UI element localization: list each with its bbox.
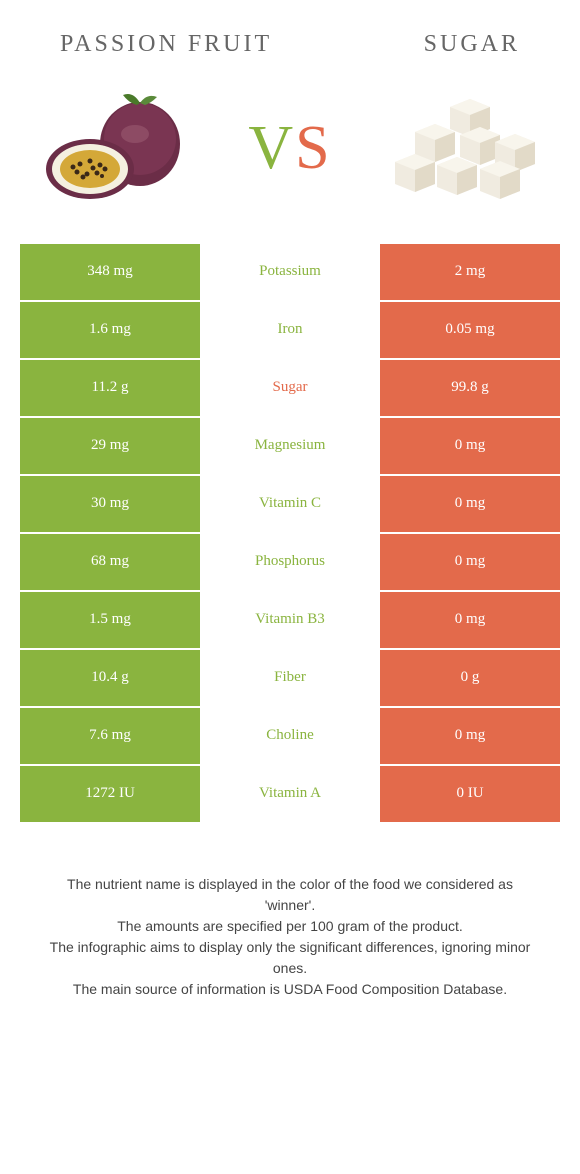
left-value-cell: 29 mg [20, 418, 200, 474]
right-value-cell: 0 IU [380, 766, 560, 822]
table-row: 7.6 mgCholine0 mg [20, 708, 560, 764]
table-row: 10.4 gFiber0 g [20, 650, 560, 706]
nutrient-label-cell: Vitamin A [200, 766, 380, 822]
right-value-cell: 99.8 g [380, 360, 560, 416]
left-value-cell: 30 mg [20, 476, 200, 532]
right-value-cell: 0 mg [380, 476, 560, 532]
vs-s-letter: S [295, 114, 331, 182]
table-row: 1272 IUVitamin A0 IU [20, 766, 560, 822]
nutrient-label-cell: Magnesium [200, 418, 380, 474]
footer-line-4: The main source of information is USDA F… [40, 979, 540, 1000]
left-value-cell: 11.2 g [20, 360, 200, 416]
images-row: VS [0, 74, 580, 244]
vs-label: VS [248, 113, 331, 184]
left-value-cell: 7.6 mg [20, 708, 200, 764]
left-value-cell: 348 mg [20, 244, 200, 300]
table-row: 68 mgPhosphorus0 mg [20, 534, 560, 590]
footer-notes: The nutrient name is displayed in the co… [0, 824, 580, 1000]
right-value-cell: 0 mg [380, 592, 560, 648]
table-row: 348 mgPotassium2 mg [20, 244, 560, 300]
table-row: 1.5 mgVitamin B30 mg [20, 592, 560, 648]
nutrient-label-cell: Fiber [200, 650, 380, 706]
table-row: 11.2 gSugar99.8 g [20, 360, 560, 416]
footer-line-2: The amounts are specified per 100 gram o… [40, 916, 540, 937]
vs-v-letter: V [248, 114, 295, 182]
right-value-cell: 0 mg [380, 534, 560, 590]
left-value-cell: 1272 IU [20, 766, 200, 822]
left-value-cell: 1.6 mg [20, 302, 200, 358]
nutrient-label-cell: Sugar [200, 360, 380, 416]
right-food-title: Sugar [424, 30, 520, 59]
right-value-cell: 0.05 mg [380, 302, 560, 358]
sugar-image [380, 84, 550, 214]
nutrient-label-cell: Potassium [200, 244, 380, 300]
nutrient-label-cell: Choline [200, 708, 380, 764]
footer-line-1: The nutrient name is displayed in the co… [40, 874, 540, 916]
left-food-title: Passion fruit [60, 30, 272, 59]
right-value-cell: 0 mg [380, 708, 560, 764]
right-value-cell: 0 mg [380, 418, 560, 474]
nutrient-label-cell: Vitamin C [200, 476, 380, 532]
table-row: 1.6 mgIron0.05 mg [20, 302, 560, 358]
nutrient-table: 348 mgPotassium2 mg1.6 mgIron0.05 mg11.2… [20, 244, 560, 822]
left-value-cell: 68 mg [20, 534, 200, 590]
table-row: 29 mgMagnesium0 mg [20, 418, 560, 474]
left-value-cell: 1.5 mg [20, 592, 200, 648]
header: Passion fruit Sugar [0, 0, 580, 74]
passion-fruit-image [30, 84, 200, 214]
nutrient-label-cell: Vitamin B3 [200, 592, 380, 648]
right-value-cell: 2 mg [380, 244, 560, 300]
nutrient-label-cell: Phosphorus [200, 534, 380, 590]
right-value-cell: 0 g [380, 650, 560, 706]
nutrient-label-cell: Iron [200, 302, 380, 358]
left-value-cell: 10.4 g [20, 650, 200, 706]
table-row: 30 mgVitamin C0 mg [20, 476, 560, 532]
footer-line-3: The infographic aims to display only the… [40, 937, 540, 979]
